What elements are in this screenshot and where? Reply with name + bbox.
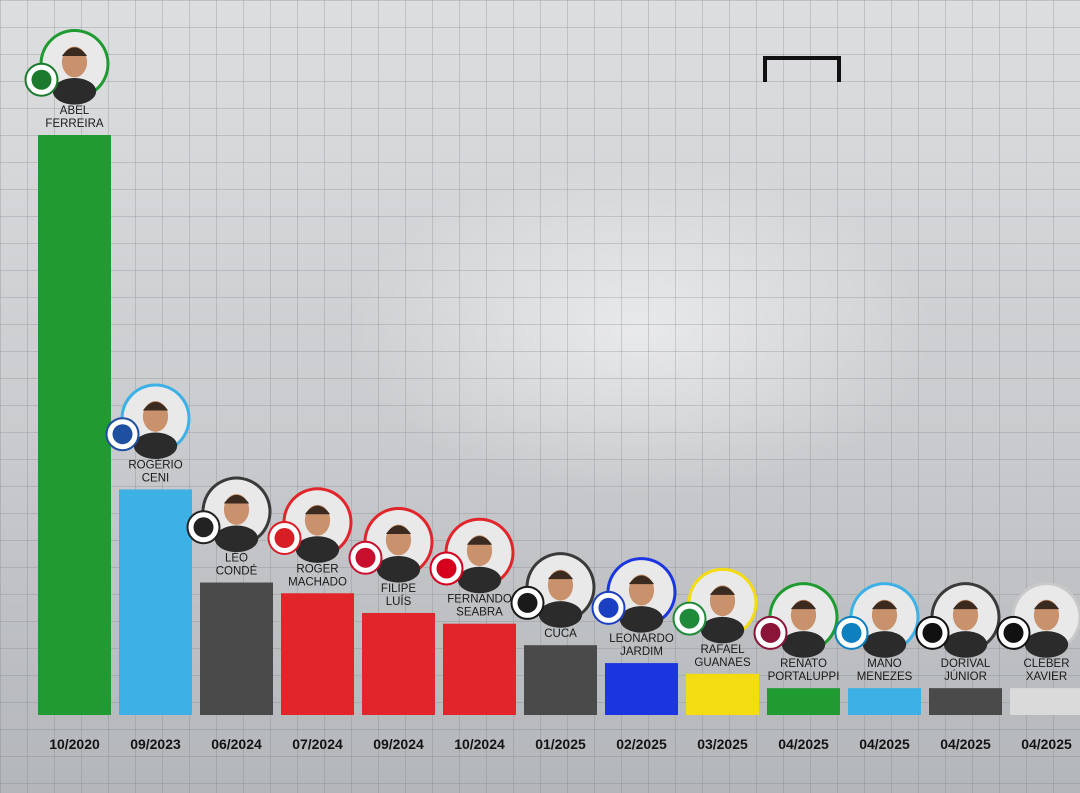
cruzeiro-crest-icon	[591, 590, 626, 625]
x-tick-label: 04/2025	[1021, 736, 1072, 752]
flamengo-crest-icon	[348, 540, 383, 575]
coach-name-label: RAFAEL	[700, 644, 745, 656]
coach-name-label: FERREIRA	[45, 118, 103, 130]
coach-name-label: XAVIER	[1026, 671, 1067, 683]
coach-avatar	[606, 557, 677, 633]
x-tick-label: 03/2025	[697, 736, 748, 752]
x-tick-label: 04/2025	[940, 736, 991, 752]
x-tick-label: 10/2020	[49, 736, 100, 752]
bar	[119, 489, 192, 715]
coach-name-label: CENI	[142, 472, 169, 484]
coach-name-label: FILIPE	[381, 583, 416, 595]
bar	[929, 688, 1002, 715]
gremio-crest-icon	[834, 615, 869, 650]
coach-avatar	[282, 487, 353, 563]
x-tick-label: 09/2023	[130, 736, 181, 752]
bar	[281, 593, 354, 715]
bar	[605, 663, 678, 715]
coach-name-label: PORTALUPPI	[768, 671, 840, 683]
coach-name-label: ABEL	[60, 105, 90, 117]
x-tick-label: 01/2025	[535, 736, 586, 752]
coach-name-label: GUANAES	[694, 657, 751, 669]
x-tick-label: 06/2024	[211, 736, 262, 752]
bar	[362, 612, 435, 715]
atletico-mineiro-crest-icon	[510, 585, 545, 620]
coach-name-label: JARDIM	[620, 646, 663, 658]
palmeiras-crest-icon	[24, 62, 59, 97]
coach-name-label: MENEZES	[857, 671, 913, 683]
coach-name-label: LÉO	[225, 552, 248, 565]
mirassol-crest-icon	[672, 601, 707, 636]
goal-frame-icon	[763, 56, 841, 82]
santos-crest-icon	[996, 615, 1031, 650]
bar	[1010, 688, 1080, 715]
coach-name-label: MANO	[867, 658, 902, 670]
coach-name-label: CONDÉ	[216, 565, 258, 578]
coach-name-label: CUCA	[544, 628, 577, 640]
coach-name-label: LEONARDO	[609, 633, 674, 645]
coach-name-label: RENATO	[780, 658, 827, 670]
coach-name-label: JÚNIOR	[944, 670, 987, 683]
coach-name-label: ROGÉRIO	[128, 458, 182, 471]
x-tick-label: 10/2024	[454, 736, 505, 752]
fluminense-crest-icon	[753, 615, 788, 650]
coach-name-label: SEABRA	[456, 607, 503, 619]
bar	[200, 582, 273, 715]
ceara-crest-icon	[186, 510, 221, 545]
coach-avatar	[849, 582, 920, 658]
bar-group: CUCA 01/2025	[510, 552, 597, 752]
x-tick-label: 04/2025	[778, 736, 829, 752]
bar	[38, 135, 111, 715]
coach-avatar	[1011, 582, 1080, 658]
bar	[848, 688, 921, 715]
x-tick-label: 09/2024	[373, 736, 424, 752]
internacional-crest-icon	[267, 521, 302, 556]
bar	[524, 645, 597, 715]
bar	[767, 688, 840, 715]
coach-name-label: ROGER	[296, 563, 338, 575]
bar	[686, 673, 759, 715]
x-tick-label: 07/2024	[292, 736, 343, 752]
coach-name-label: CLEBER	[1023, 658, 1069, 670]
x-tick-label: 02/2025	[616, 736, 667, 752]
corinthians-crest-icon	[915, 615, 950, 650]
coach-name-label: DORIVAL	[941, 658, 991, 670]
red-bull-bragantino-crest-icon	[429, 551, 464, 586]
x-tick-label: 04/2025	[859, 736, 910, 752]
coach-name-label: LUÍS	[386, 595, 412, 608]
coach-name-label: MACHADO	[288, 576, 347, 588]
bahia-crest-icon	[105, 417, 140, 452]
coach-name-label: FERNANDO	[447, 594, 512, 606]
bar	[443, 623, 516, 715]
